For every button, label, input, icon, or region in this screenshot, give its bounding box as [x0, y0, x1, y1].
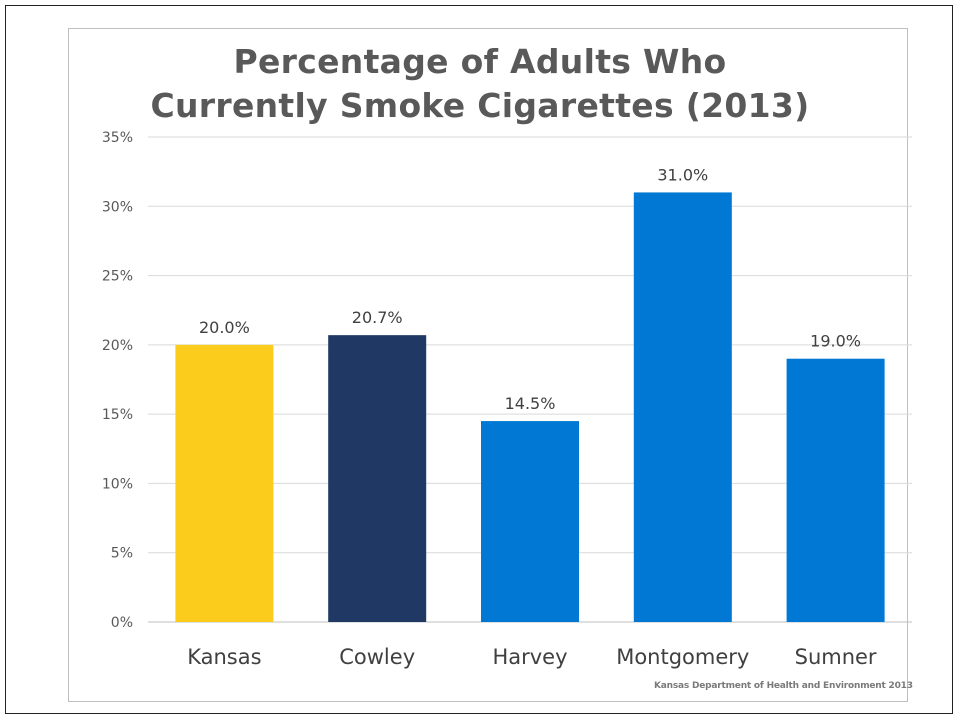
bars — [175, 192, 885, 622]
y-tick-label: 10% — [102, 476, 133, 492]
chart-title: Percentage of Adults Who Currently Smoke… — [150, 42, 810, 125]
category-label-kansas: Kansas — [187, 645, 261, 669]
slide-frame — [5, 5, 953, 714]
data-label-sumner: 19.0% — [810, 332, 861, 351]
category-label-montgomery: Montgomery — [616, 645, 749, 669]
category-label-harvey: Harvey — [492, 645, 567, 669]
x-axis-categories: Kansas Cowley Harvey Montgomery Sumner — [187, 645, 877, 669]
source-note: Kansas Department of Health and Environm… — [654, 681, 913, 691]
bar-sumner — [786, 358, 885, 622]
y-tick-label: 30% — [102, 199, 133, 215]
y-tick-label: 25% — [102, 269, 133, 285]
data-label-cowley: 20.7% — [352, 308, 403, 327]
y-tick-label: 20% — [102, 338, 133, 354]
y-axis-ticks: 0% 5% 10% 15% 20% 25% 30% 35% — [102, 130, 133, 631]
data-label-harvey: 14.5% — [505, 394, 556, 413]
bar-montgomery — [633, 192, 732, 622]
category-label-cowley: Cowley — [339, 645, 415, 669]
y-tick-label: 15% — [102, 407, 133, 423]
bar-cowley — [328, 335, 427, 622]
data-label-kansas: 20.0% — [199, 318, 250, 337]
category-label-sumner: Sumner — [795, 645, 877, 669]
chart-panel — [68, 28, 908, 702]
y-tick-label: 5% — [111, 546, 133, 562]
y-tick-label: 35% — [102, 130, 133, 146]
y-tick-label: 0% — [111, 615, 133, 631]
bar-harvey — [481, 421, 579, 622]
bar-kansas — [175, 344, 274, 622]
data-labels: 20.0% 20.7% 14.5% 31.0% 19.0% — [199, 165, 861, 413]
data-label-montgomery: 31.0% — [657, 165, 708, 184]
